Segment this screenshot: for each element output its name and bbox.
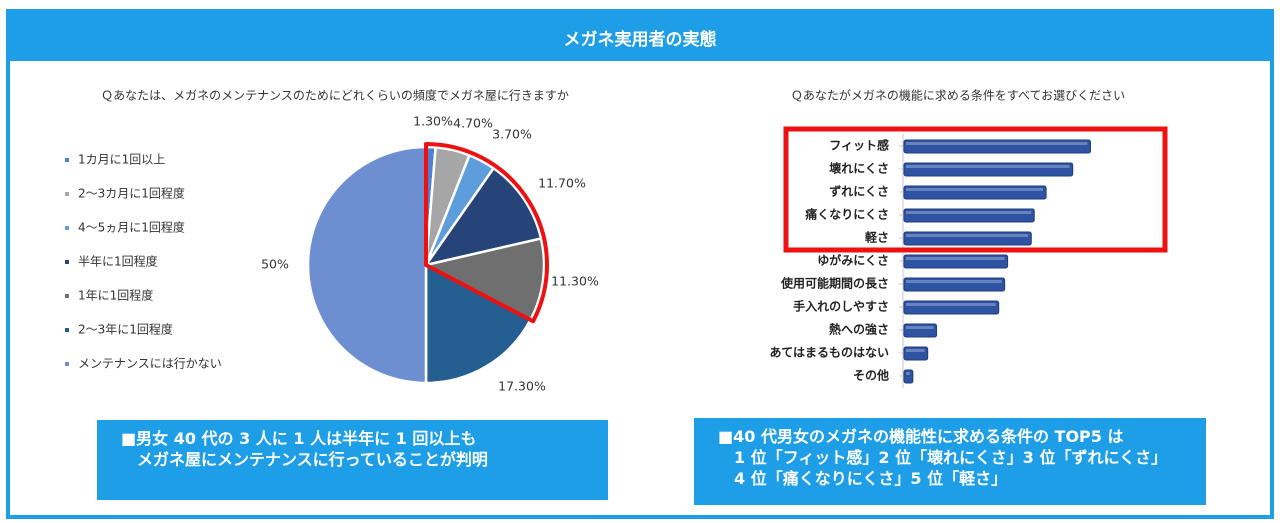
bar-shine (906, 142, 1088, 145)
pie-data-label: 4.70% (453, 116, 493, 131)
bar-shine (906, 234, 1029, 237)
bar (903, 208, 1035, 223)
bar (903, 254, 1009, 269)
bar-category-label: 使用可能期間の長さ (780, 276, 889, 291)
legend-marker (65, 294, 69, 298)
pie-data-label: 17.30% (498, 379, 546, 394)
bar-shine (906, 372, 910, 375)
legend-label: 2～3年に1回程度 (78, 322, 173, 337)
bar-category-label: ずれにくさ (829, 184, 889, 199)
pie-data-label: 11.70% (538, 176, 586, 191)
page-title: メガネ実用者の実態 (10, 13, 1270, 61)
bar-shine (906, 165, 1070, 168)
bar-title: Ｑあなたがメガネの機能に求める条件をすべてお選びください (791, 88, 1125, 103)
bar (903, 231, 1032, 246)
legend-label: 半年に1回程度 (78, 254, 158, 269)
bar-shine (906, 349, 925, 352)
pie-data-label: 11.30% (551, 274, 599, 289)
top5-highlight-box (783, 126, 1168, 253)
pie-slice (424, 262, 533, 385)
bar (903, 139, 1091, 154)
legend-marker (65, 226, 69, 230)
bar-category-label: 壊れにくさ (829, 161, 889, 176)
bar (903, 323, 938, 338)
summary-left-line: メガネ屋にメンテナンスに行っていることが判明 (137, 450, 488, 469)
bar (903, 277, 1006, 292)
summary-left-line: ■男女 40 代の 3 人に 1 人は半年に 1 回以上も (121, 429, 477, 448)
pie-data-label: 50% (261, 257, 289, 272)
legend-marker (65, 260, 69, 264)
bar-category-label: 軽さ (865, 230, 889, 245)
legend-marker (65, 192, 69, 196)
bar-shine (906, 211, 1032, 214)
bar-shine (906, 326, 934, 329)
pie-title: Ｑあなたは、メガネのメンテナンスのためにどれくらいの頻度でメガネ屋に行きますか (101, 88, 569, 103)
summary-right-line: ■40 代男女のメガネの機能性に求める条件の TOP5 は (718, 427, 1124, 446)
bar-shine (906, 257, 1005, 260)
bar-category-label: ゆがみにくさ (817, 253, 889, 268)
bar-category-label: その他 (853, 368, 889, 383)
bar-shine (906, 280, 1002, 283)
pie-slice (423, 166, 543, 267)
legend-label: 4～5ヵ月に1回程度 (78, 220, 185, 235)
bar-shine (906, 303, 996, 306)
summary-right-line: 1 位「フィット感」2 位「壊れにくさ」3 位「ずれにくさ」 (734, 448, 1168, 467)
summary-left: ■男女 40 代の 3 人に 1 人は半年に 1 回以上も メガネ屋にメンテナン… (97, 420, 608, 500)
legend-marker (65, 362, 69, 366)
bar (903, 162, 1074, 177)
bar (903, 346, 929, 361)
legend-label: 2～3カ月に1回程度 (78, 186, 185, 201)
bar-category-label: フィット感 (829, 138, 889, 153)
bar-category-label: 痛くなりにくさ (804, 207, 889, 222)
pie-slice (422, 237, 546, 322)
legend-label: メンテナンスには行かない (78, 357, 222, 371)
pie-highlight-outline (424, 142, 549, 324)
legend-label: 1年に1回程度 (78, 288, 153, 303)
bar (903, 369, 914, 384)
bar-category-label: 熱への強さ (829, 322, 889, 337)
bar (903, 300, 1000, 315)
summary-right-line: 4 位「痛くなりにくさ」5 位「軽さ」 (734, 469, 1008, 488)
legend-label: 1カ月に1回以上 (78, 153, 165, 167)
pie-data-label: 1.30% (413, 114, 453, 129)
bar-category-label: あてはまるものはない (769, 346, 889, 360)
bar (903, 185, 1047, 200)
legend-marker (65, 328, 69, 332)
summary-right: ■40 代男女のメガネの機能性に求める条件の TOP5 は 1 位「フィット感」… (694, 418, 1206, 505)
pie-data-label: 3.70% (492, 127, 532, 142)
bar-shine (906, 188, 1044, 191)
pie-slice (306, 145, 428, 385)
legend-marker (65, 158, 69, 162)
bar-category-label: 手入れのしやすさ (793, 299, 889, 314)
